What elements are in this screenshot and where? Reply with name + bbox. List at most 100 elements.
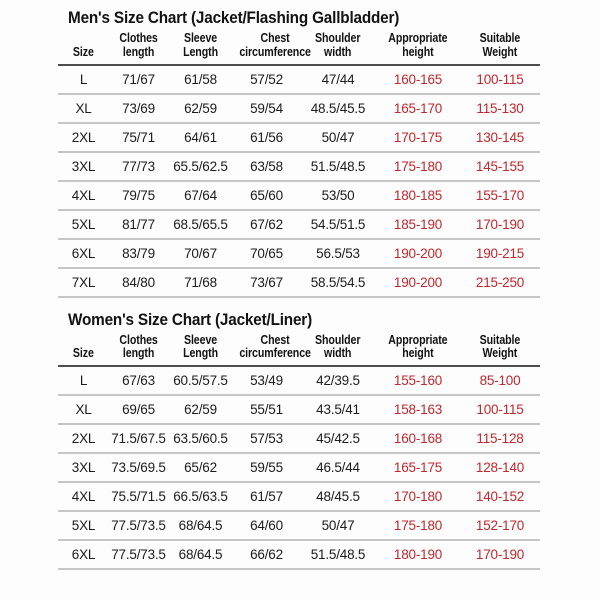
value-cell: 71/67 — [109, 64, 168, 95]
col-header-sleeve-length: Sleeve Length — [168, 332, 233, 367]
value-cell: 75.5/71.5 — [109, 482, 168, 512]
table-row: 6XL 83/79 70/67 70/65 56.5/53 190-200 190-215 — [58, 238, 540, 269]
mens-chart-title: Men's Size Chart (Jacket/Flashing Gallbl… — [68, 8, 400, 27]
mens-size-table: Size Clothes length Sleeve Length Chest … — [58, 31, 540, 298]
col-header-sleeve-length-label: Sleeve Length — [183, 31, 218, 59]
value-cell: 79/75 — [109, 180, 168, 211]
col-header-size: Size — [58, 31, 109, 66]
col-header-shoulder-width: Shoulder width — [300, 31, 376, 66]
size-cell: 3XL — [58, 453, 109, 483]
value-cell: 83/79 — [109, 238, 168, 269]
value-cell: 170-180 — [376, 482, 460, 512]
value-cell: 67/63 — [109, 366, 168, 396]
size-chart-sheet: Men's Size Chart (Jacket/Flashing Gallbl… — [0, 8, 600, 570]
value-cell: 100-115 — [460, 64, 540, 95]
size-cell: 5XL — [58, 209, 109, 240]
value-cell: 71/68 — [168, 267, 233, 298]
col-header-chest-circumference: Chest circumference — [233, 332, 311, 367]
col-header-clothes-length-label: Clothes length — [119, 31, 158, 59]
value-cell: 59/54 — [233, 93, 300, 124]
value-cell: 77.5/73.5 — [109, 511, 168, 541]
value-cell: 175-180 — [376, 151, 460, 182]
col-header-sleeve-length: Sleeve Length — [168, 31, 233, 66]
table-row: 2XL 71.5/67.5 63.5/60.5 57/53 45/42.5 160-168… — [58, 424, 540, 454]
table-row: L 71/67 61/58 57/52 47/44 160-165 100-115 — [58, 64, 540, 95]
size-cell: 2XL — [58, 122, 109, 153]
value-cell: 65/62 — [168, 453, 233, 483]
value-cell: 66.5/63.5 — [168, 482, 233, 512]
value-cell: 61/56 — [233, 122, 300, 153]
size-cell: 2XL — [58, 424, 109, 454]
value-cell: 140-152 — [460, 482, 540, 512]
value-cell: 67/62 — [233, 209, 300, 240]
col-header-clothes-length: Clothes length — [109, 332, 168, 367]
size-cell: XL — [58, 93, 109, 124]
value-cell: 77.5/73.5 — [109, 540, 168, 570]
value-cell: 170-190 — [460, 540, 540, 570]
value-cell: 165-170 — [376, 93, 460, 124]
header-row: Size Clothes length Sleeve Length Chest … — [58, 31, 540, 66]
value-cell: 60.5/57.5 — [168, 366, 233, 396]
value-cell: 68/64.5 — [168, 540, 233, 570]
value-cell: 170-190 — [460, 209, 540, 240]
value-cell: 180-185 — [376, 180, 460, 211]
table-row: 7XL 84/80 71/68 73/67 58.5/54.5 190-200 215-25… — [58, 267, 540, 298]
value-cell: 65/60 — [233, 180, 300, 211]
table-row: 4XL 75.5/71.5 66.5/63.5 61/57 48/45.5 170-180… — [58, 482, 540, 512]
value-cell: 57/53 — [233, 424, 300, 454]
size-cell: L — [58, 64, 109, 95]
value-cell: 190-200 — [376, 267, 460, 298]
value-cell: 65.5/62.5 — [168, 151, 233, 182]
value-cell: 50/47 — [300, 511, 376, 541]
col-header-shoulder-width: Shoulder width — [300, 332, 376, 367]
value-cell: 55/51 — [233, 395, 300, 425]
womens-size-table: Size Clothes length Sleeve Length Chest … — [58, 332, 540, 570]
value-cell: 145-155 — [460, 151, 540, 182]
womens-table-header: Size Clothes length Sleeve Length Chest … — [58, 332, 540, 367]
col-header-suitable-weight-label: Suitable Weight — [479, 31, 521, 59]
value-cell: 51.5/48.5 — [300, 151, 376, 182]
value-cell: 81/77 — [109, 209, 168, 240]
col-header-clothes-length-label: Clothes length — [119, 332, 158, 361]
value-cell: 57/52 — [233, 64, 300, 95]
value-cell: 170-175 — [376, 122, 460, 153]
value-cell: 63/58 — [233, 151, 300, 182]
womens-chart-title: Women's Size Chart (Jacket/Liner) — [68, 309, 312, 329]
col-header-appropriate-height-label: Appropriate height — [388, 31, 448, 59]
size-cell: 3XL — [58, 151, 109, 182]
value-cell: 71.5/67.5 — [109, 424, 168, 454]
col-header-chest-circumference: Chest circumference — [233, 31, 311, 66]
value-cell: 68.5/65.5 — [168, 209, 233, 240]
value-cell: 115-128 — [460, 424, 540, 454]
size-cell: 7XL — [58, 267, 109, 298]
mens-size-section: Men's Size Chart (Jacket/Flashing Gallbl… — [0, 8, 600, 298]
value-cell: 158-163 — [376, 395, 460, 425]
value-cell: 128-140 — [460, 453, 540, 483]
womens-size-section: Women's Size Chart (Jacket/Liner) Size C… — [0, 309, 600, 570]
value-cell: 73/67 — [233, 267, 300, 298]
value-cell: 62/59 — [168, 395, 233, 425]
value-cell: 45/42.5 — [300, 424, 376, 454]
col-header-shoulder-width-label: Shoulder width — [315, 31, 361, 59]
value-cell: 46.5/44 — [300, 453, 376, 483]
value-cell: 42/39.5 — [300, 366, 376, 396]
value-cell: 185-190 — [376, 209, 460, 240]
value-cell: 53/50 — [300, 180, 376, 211]
value-cell: 130-145 — [460, 122, 540, 153]
value-cell: 70/67 — [168, 238, 233, 269]
value-cell: 50/47 — [300, 122, 376, 153]
col-header-size-label: Size — [73, 346, 94, 361]
value-cell: 152-170 — [460, 511, 540, 541]
col-header-sleeve-length-label: Sleeve Length — [183, 332, 218, 361]
table-row: 2XL 75/71 64/61 61/56 50/47 170-175 130-145 — [58, 122, 540, 153]
value-cell: 180-190 — [376, 540, 460, 570]
size-cell: 4XL — [58, 180, 109, 211]
value-cell: 64/60 — [233, 511, 300, 541]
size-cell: XL — [58, 395, 109, 425]
mens-table-header: Size Clothes length Sleeve Length Chest … — [58, 31, 540, 66]
value-cell: 56.5/53 — [300, 238, 376, 269]
size-cell: L — [58, 366, 109, 396]
value-cell: 58.5/54.5 — [300, 267, 376, 298]
value-cell: 64/61 — [168, 122, 233, 153]
mens-table-body: L 71/67 61/58 57/52 47/44 160-165 100-115 XL 73/… — [58, 64, 540, 298]
